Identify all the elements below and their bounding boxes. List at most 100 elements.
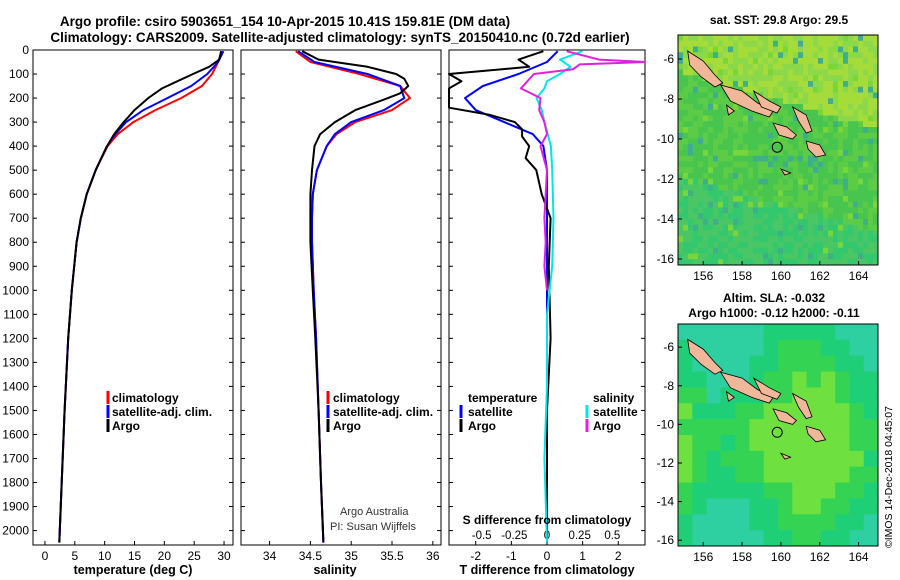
map-cell [823,121,829,128]
map-cell [692,450,708,468]
map-cell [688,219,694,226]
map-cell [743,196,749,203]
map-cell [778,40,784,47]
map-cell [863,514,879,531]
map-cell [693,92,699,99]
map-cell [843,236,849,243]
map-cell [713,132,719,139]
legend-argo-label: Argo [333,419,361,433]
map-cell [849,387,865,404]
map-cell [748,144,754,151]
map-cell [763,52,769,59]
map-cell [803,213,809,220]
map-cell [748,190,754,197]
map-cell [858,253,864,260]
map-cell [678,75,684,82]
map-cell [733,247,739,254]
map-cell [773,98,779,105]
map-cell [863,121,869,128]
map-cell [823,190,829,197]
map-cell [833,92,839,99]
map-cell [753,230,759,237]
map-cell [849,371,865,388]
map-cell [728,121,734,128]
map-cell [843,224,849,231]
map-cell [788,213,794,220]
map-cell [858,104,864,111]
map-cell [818,184,824,191]
map-cell [688,69,694,76]
map-cell [678,230,684,237]
map-cell [678,498,693,515]
map-cell [735,514,750,531]
map-cell [713,178,719,185]
map-cell [708,144,714,151]
map-cell [823,155,829,162]
map-cell [853,167,859,174]
map-cell [778,35,784,42]
map-cell [768,236,774,243]
map-cell [833,35,839,42]
map-cell [813,207,819,214]
map-cell [793,115,799,122]
map-cell [703,52,709,59]
map-cell [868,253,874,260]
map-cell [868,132,874,139]
map-cell [843,173,849,180]
map-cell [688,138,694,145]
map-cell [718,173,724,180]
map-cell [803,161,809,168]
map-cell [735,435,750,452]
map-cell [723,127,729,134]
map-cell [773,207,779,214]
map-cell [858,190,864,197]
map-cell [868,46,874,53]
map-cell [828,75,834,82]
map-cell [683,224,689,231]
map-cell [813,201,819,208]
map-cell [698,173,704,180]
map-cell [728,52,734,59]
map-cell [678,224,684,231]
map-cell [778,75,784,82]
map-cell [688,63,694,70]
map-cell [863,167,869,174]
depth-tick-label: 1600 [2,427,29,441]
map-cell [693,196,699,203]
map-cell [683,69,689,76]
t-difference-x-axis: -2 -1 0 1 2 [470,541,622,563]
map-cell [828,109,834,116]
map-cell [768,184,774,191]
map-cell [843,35,849,42]
map-cell [728,184,734,191]
map-cell [693,98,699,105]
map-cell [828,259,834,266]
map-cell [768,52,774,59]
map-cell [803,138,809,145]
map-cell [733,230,739,237]
map-cell [848,58,854,65]
map-cell [688,196,694,203]
map-cell [833,52,839,59]
map-cell [678,167,684,174]
map-cell [843,167,849,174]
map-cell [763,63,769,70]
map-cell [868,63,874,70]
map-cell [718,86,724,93]
map-cell [858,150,864,157]
map-cell [843,247,849,254]
map-cell [763,259,769,266]
map-cell [713,92,719,99]
map-cell [793,69,799,76]
map-cell [833,86,839,93]
map-cell [713,52,719,59]
map-cell [748,46,754,53]
map-cell [763,324,779,341]
map-cell [758,247,764,254]
map-cell [858,63,864,70]
map-cell [813,219,819,226]
map-cell [735,450,750,468]
map-cell [703,207,709,214]
map-cell [838,69,844,76]
map-cell [843,52,849,59]
